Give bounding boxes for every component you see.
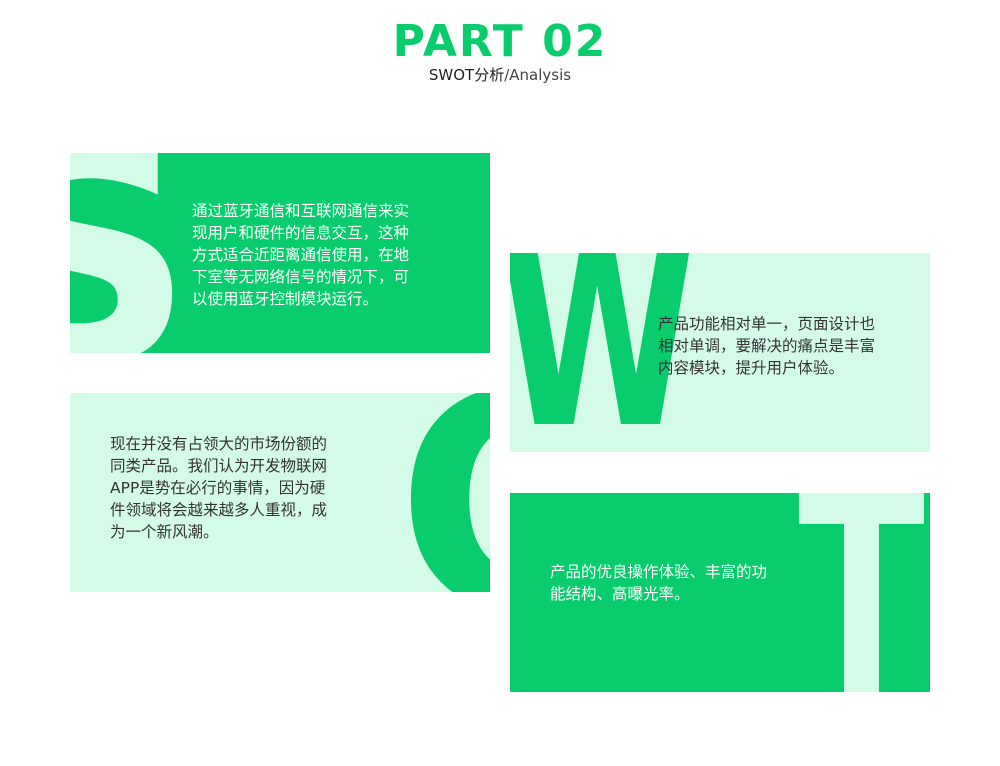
threats-card: T 产品的优良操作体验、丰富的功 能结构、高曝光率。 xyxy=(510,493,930,692)
weaknesses-letter: W xyxy=(510,253,697,452)
subtitle-cn: SWOT分析 xyxy=(428,66,505,84)
page-subtitle: SWOT分析/Analysis xyxy=(0,66,1000,84)
subtitle-separator: / xyxy=(504,66,510,84)
page-title: PART 02 xyxy=(392,16,608,67)
strengths-text: 通过蓝牙通信和互联网通信来实 现用户和硬件的信息交互，这种 方式适合近距离通信使… xyxy=(192,202,410,308)
opportunities-letter: O xyxy=(396,393,490,592)
weaknesses-card: W 产品功能相对单一，页面设计也 相对单调，要解决的痛点是丰富 内容模块，提升用… xyxy=(510,253,930,452)
strengths-letter: S xyxy=(70,153,195,353)
subtitle-en: Analysis xyxy=(509,66,572,84)
threats-letter: T xyxy=(798,493,925,692)
opportunities-text: 现在并没有占领大的市场份额的 同类产品。我们认为开发物联网 APP是势在必行的事… xyxy=(110,435,328,541)
threats-text: 产品的优良操作体验、丰富的功 能结构、高曝光率。 xyxy=(550,563,768,603)
weaknesses-text: 产品功能相对单一，页面设计也 相对单调，要解决的痛点是丰富 内容模块，提升用户体… xyxy=(658,315,876,377)
opportunities-card: O 现在并没有占领大的市场份额的 同类产品。我们认为开发物联网 APP是势在必行… xyxy=(70,393,490,592)
strengths-card: S 通过蓝牙通信和互联网通信来实 现用户和硬件的信息交互，这种 方式适合近距离通… xyxy=(70,153,490,353)
